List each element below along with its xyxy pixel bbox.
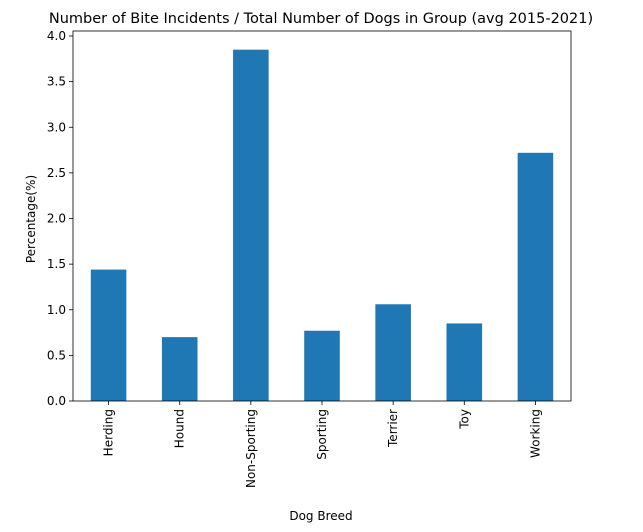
x-axis-ticks: Herding Hound Non-Sporting Sporting Terrier T…: [102, 401, 542, 488]
chart-title: Number of Bite Incidents / Total Number …: [49, 11, 593, 27]
x-tick-label: Non-Sporting: [244, 409, 258, 488]
x-tick-label: Sporting: [315, 409, 329, 460]
bar-non-sporting: [233, 49, 269, 401]
y-tick-label: 0.0: [47, 394, 66, 408]
x-tick-label: Toy: [457, 409, 471, 430]
x-tick-label: Working: [528, 409, 542, 458]
y-tick-label: 2.5: [47, 166, 66, 180]
y-tick-label: 0.5: [47, 348, 66, 362]
plot-frame: [72, 30, 572, 402]
x-tick-label: Terrier: [386, 409, 400, 448]
y-tick-label: 1.0: [47, 303, 66, 317]
bar-sporting: [304, 330, 340, 401]
y-tick-label: 2.0: [47, 212, 66, 226]
x-tick-label: Hound: [173, 409, 187, 448]
bar-terrier: [375, 304, 411, 401]
bar-herding: [90, 269, 127, 401]
y-tick-label: 3.0: [47, 120, 66, 134]
y-tick-label: 4.0: [47, 29, 66, 43]
x-tick-label: Herding: [102, 409, 116, 456]
bar-toy: [446, 323, 483, 401]
bar-working: [517, 152, 554, 401]
x-axis-label: Dog Breed: [289, 509, 352, 523]
y-axis-ticks: 0.0 0.5 1.0 1.5 2.0 2.5 3.0 3.5 4.0: [47, 29, 73, 408]
bars-group: [90, 49, 554, 401]
y-tick-label: 1.5: [47, 257, 66, 271]
y-tick-label: 3.5: [47, 75, 66, 89]
bar-hound: [161, 337, 198, 401]
y-axis-label: Percentage(%): [24, 175, 38, 263]
